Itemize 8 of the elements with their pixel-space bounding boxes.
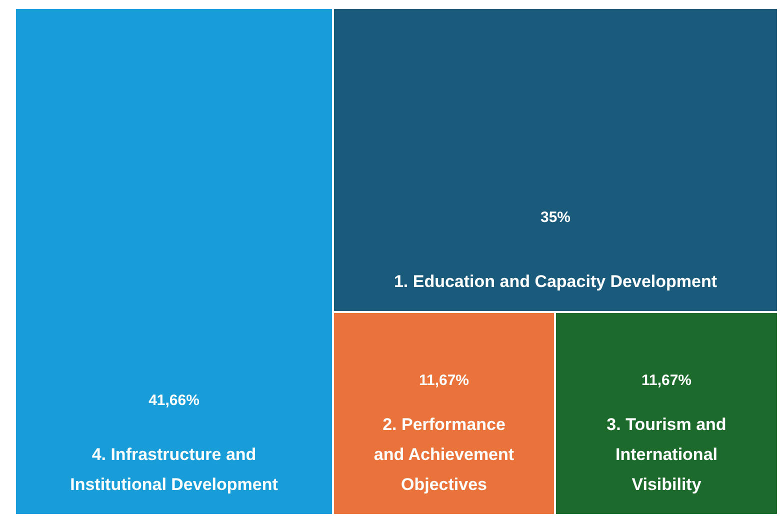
category-label: 2. Performance and Achievement Objectives xyxy=(374,415,514,494)
category-label: 4. Infrastructure and Institutional Development xyxy=(70,445,278,494)
category-label: 3. Tourism and International Visibility xyxy=(606,415,726,494)
data-label: 35% xyxy=(540,209,571,226)
data-label: 41,66% xyxy=(148,392,200,409)
data-label: 11,67% xyxy=(418,372,470,389)
category-label: 1. Education and Capacity Development xyxy=(394,272,718,291)
data-label: 11,67% xyxy=(641,372,692,389)
